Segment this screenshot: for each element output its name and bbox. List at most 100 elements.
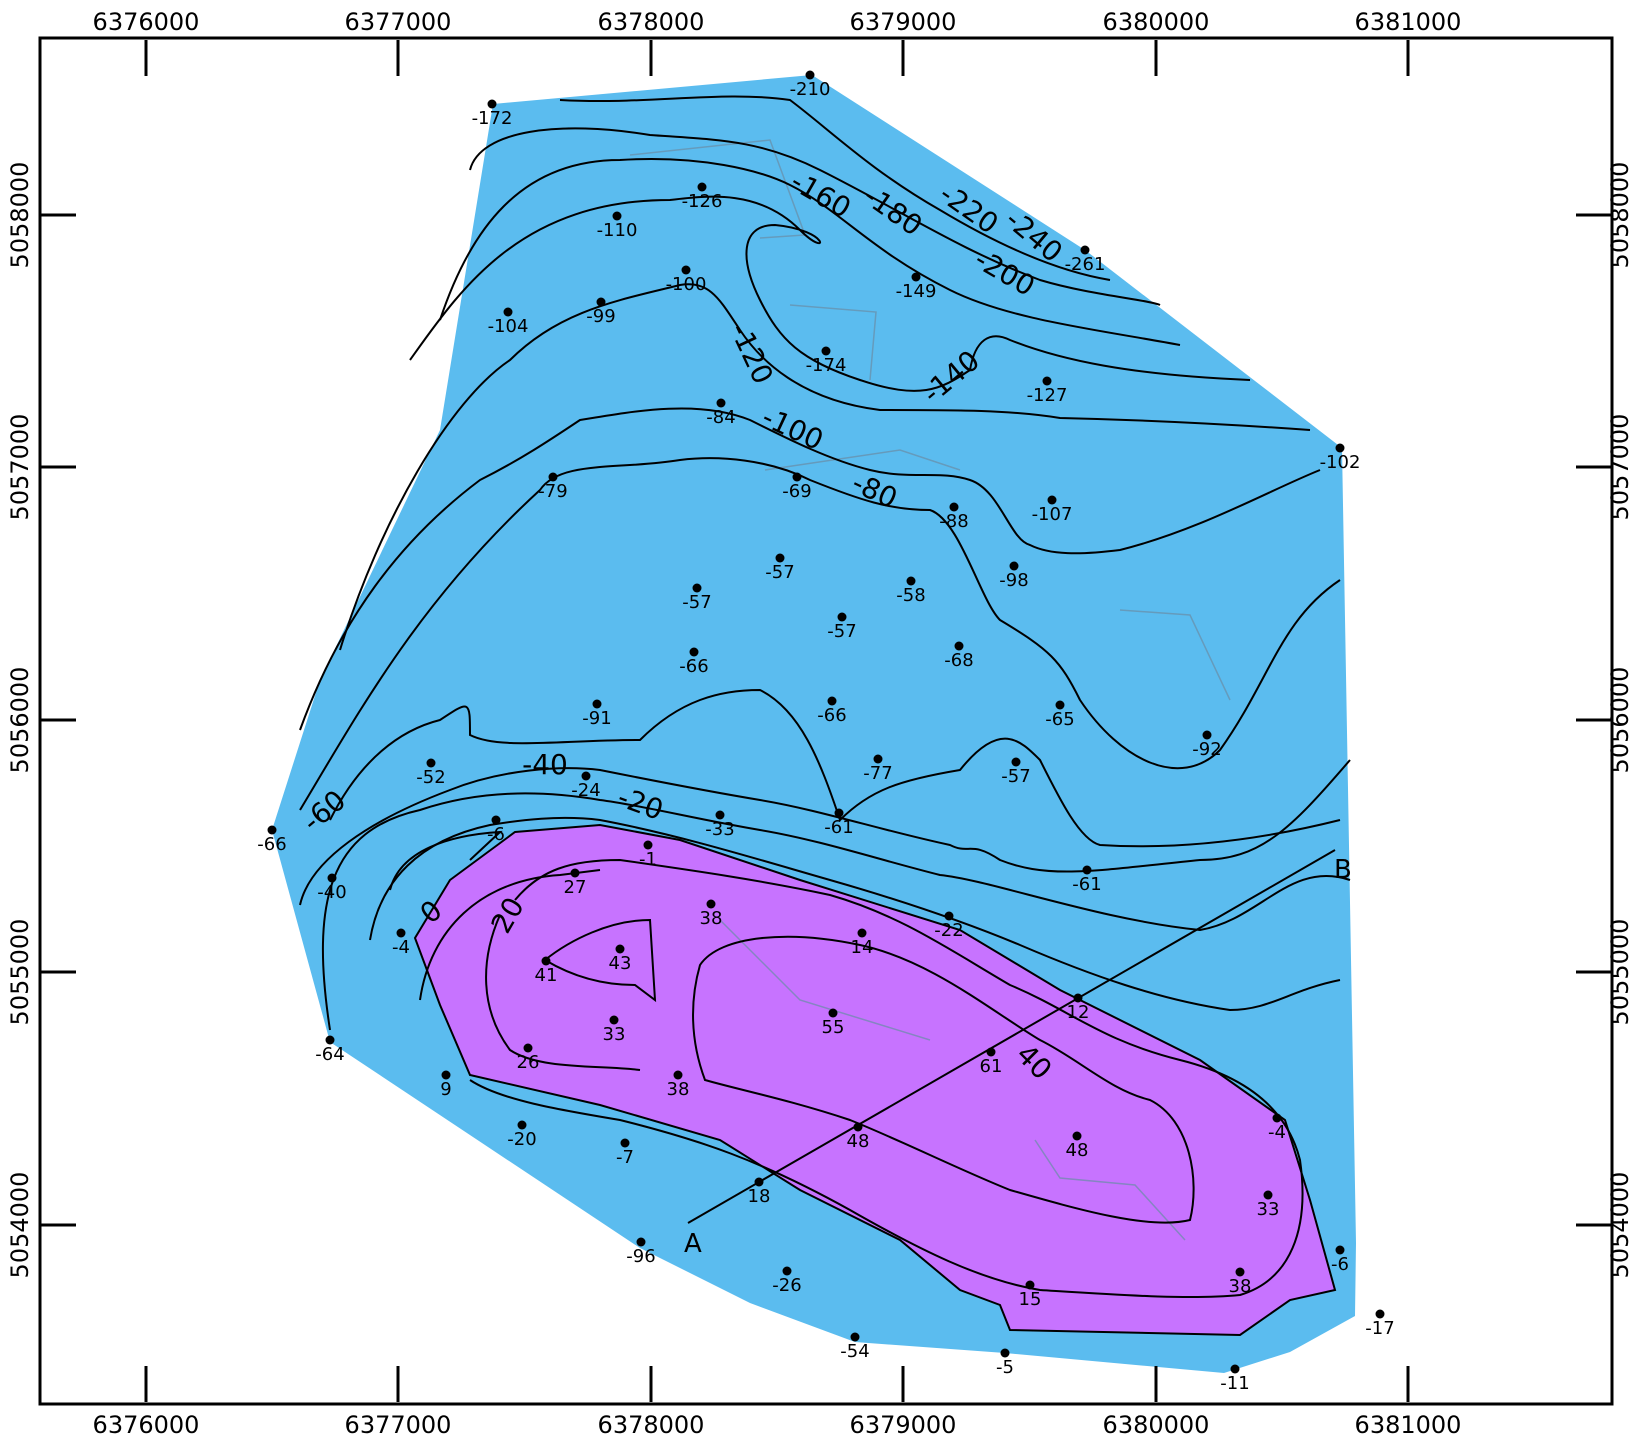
sample-value-label: -69 [782,481,811,502]
y-tick-label-left: 5057000 [6,414,34,521]
sample-point [517,1120,527,1130]
sample-point [834,808,844,818]
sample-value-label: 27 [564,877,587,898]
sample-value-label: -26 [772,1275,801,1296]
contour-value-label: -40 [522,748,568,781]
triangulation-traces [629,139,1231,1241]
sample-value-label: -33 [705,819,734,840]
sample-value-label: 48 [847,1131,870,1152]
x-tick-label-top: 6377000 [345,8,452,36]
y-tick-label-right: 5057000 [1606,414,1629,521]
sample-value-label: -66 [679,656,708,677]
section-line [687,849,1336,1224]
y-tick-label-left: 5058000 [6,162,34,269]
sample-point [692,583,702,593]
sample-point [697,182,707,192]
sample-point [805,70,815,80]
x-tick-label-top: 6379000 [850,8,957,36]
x-tick-label-bottom: 6378000 [598,1411,705,1439]
sample-value-label: -20 [507,1129,536,1150]
x-tick-label-top: 6376000 [93,8,200,36]
sample-value-label: 41 [535,965,558,986]
sample-point [681,265,691,275]
sample-value-label: -127 [1027,385,1068,406]
sample-value-label: -4 [392,937,410,958]
sample-value-label: 14 [851,937,874,958]
sample-point [503,307,513,317]
sample-point [325,1035,335,1045]
sample-point [689,647,699,657]
sample-value-label: -6 [1331,1254,1349,1275]
sample-point [673,1070,683,1080]
sample-value-label: -54 [840,1341,869,1362]
sample-value-label: 55 [822,1017,845,1038]
sample-point [706,899,716,909]
sample-point [581,771,591,781]
sample-point [1025,1280,1035,1290]
sample-value-label: -261 [1065,254,1106,275]
sample-points: -172-210-126-110-100-261-149-104 -99-174-… [257,70,1395,1394]
sample-point [906,576,916,586]
sample-point [487,99,497,109]
y-tick-label-left: 5055000 [6,919,34,1026]
sample-point [643,840,653,850]
sample-value-label: 43 [609,953,632,974]
sample-point [775,553,785,563]
sample-point [1335,1245,1345,1255]
sample-value-label: 33 [1257,1199,1280,1220]
x-tick-label-bottom: 6377000 [345,1411,452,1439]
sample-point [828,1008,838,1018]
sample-value-label: -64 [315,1044,344,1065]
sample-point [754,1177,764,1187]
sample-value-label: 12 [1067,1002,1090,1023]
sample-value-label: 61 [980,1056,1003,1077]
y-tick-label-right: 5058000 [1606,162,1629,269]
x-tick-label-top: 6380000 [1103,8,1210,36]
sample-point [873,754,883,764]
sample-point [1042,376,1052,386]
sample-value-label: 48 [1066,1140,1089,1161]
sample-value-label: -7 [616,1147,634,1168]
sample-point [1055,700,1065,710]
sample-point [715,810,725,820]
sample-value-label: 38 [1229,1276,1252,1297]
sample-point [1263,1190,1273,1200]
sample-point [853,1122,863,1132]
sample-point [541,956,551,966]
sample-value-label: 26 [517,1052,540,1073]
sample-value-label: -100 [666,274,707,295]
sample-point [827,696,837,706]
sample-value-label: -6 [487,824,505,845]
sample-point [1375,1309,1385,1319]
sample-point [426,758,436,768]
sample-point [396,928,406,938]
sample-value-label: -102 [1320,452,1361,473]
sample-point [850,1332,860,1342]
sample-point [1235,1267,1245,1277]
sample-point [548,472,558,482]
sample-point [570,868,580,878]
sample-value-label: -65 [1045,709,1074,730]
sample-value-label: -24 [571,780,600,801]
sample-value-label: -57 [827,621,856,642]
sample-point [716,398,726,408]
sample-value-label: -1 [639,849,657,870]
sample-value-label: -5 [996,1357,1014,1378]
section-end-label: B [1334,855,1352,885]
sample-value-label: -91 [582,708,611,729]
sample-value-label: -52 [416,767,445,788]
sample-point [857,928,867,938]
sample-value-label: -84 [706,407,735,428]
sample-point [1080,245,1090,255]
sample-point [792,472,802,482]
sample-point [491,815,501,825]
axis-tick-labels: 6376000 6376000 6377000 6377000 6378000 63780… [6,8,1629,1439]
sample-point [949,502,959,512]
sample-point [620,1138,630,1148]
sample-point [596,297,606,307]
sample-value-label: 38 [667,1079,690,1100]
axis-ticks [40,40,1612,1402]
sample-value-label: -68 [944,650,973,671]
sample-value-label: -57 [682,592,711,613]
